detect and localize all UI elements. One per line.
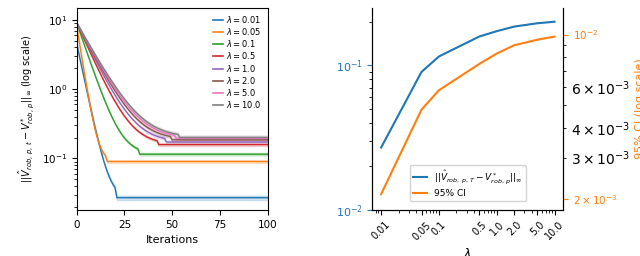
- Y-axis label: $||\hat{V}_{rob,\,p,\,t} - V^*_{rob,\,p}||_\infty$ (log scale): $||\hat{V}_{rob,\,p,\,t} - V^*_{rob,\,p}…: [17, 35, 36, 183]
- X-axis label: Iterations: Iterations: [146, 235, 199, 245]
- Legend: $||\hat{V}_{rob,\,p,\,T} - V^*_{rob,\,p}||_\infty$, 95% CI: $||\hat{V}_{rob,\,p,\,T} - V^*_{rob,\,p}…: [410, 165, 526, 201]
- Y-axis label: 95% CI (log scale): 95% CI (log scale): [636, 58, 640, 159]
- X-axis label: $\lambda$: $\lambda$: [463, 248, 472, 256]
- Legend: $\lambda = 0.01$, $\lambda = 0.05$, $\lambda = 0.1$, $\lambda = 0.5$, $\lambda =: $\lambda = 0.01$, $\lambda = 0.05$, $\la…: [211, 12, 264, 112]
